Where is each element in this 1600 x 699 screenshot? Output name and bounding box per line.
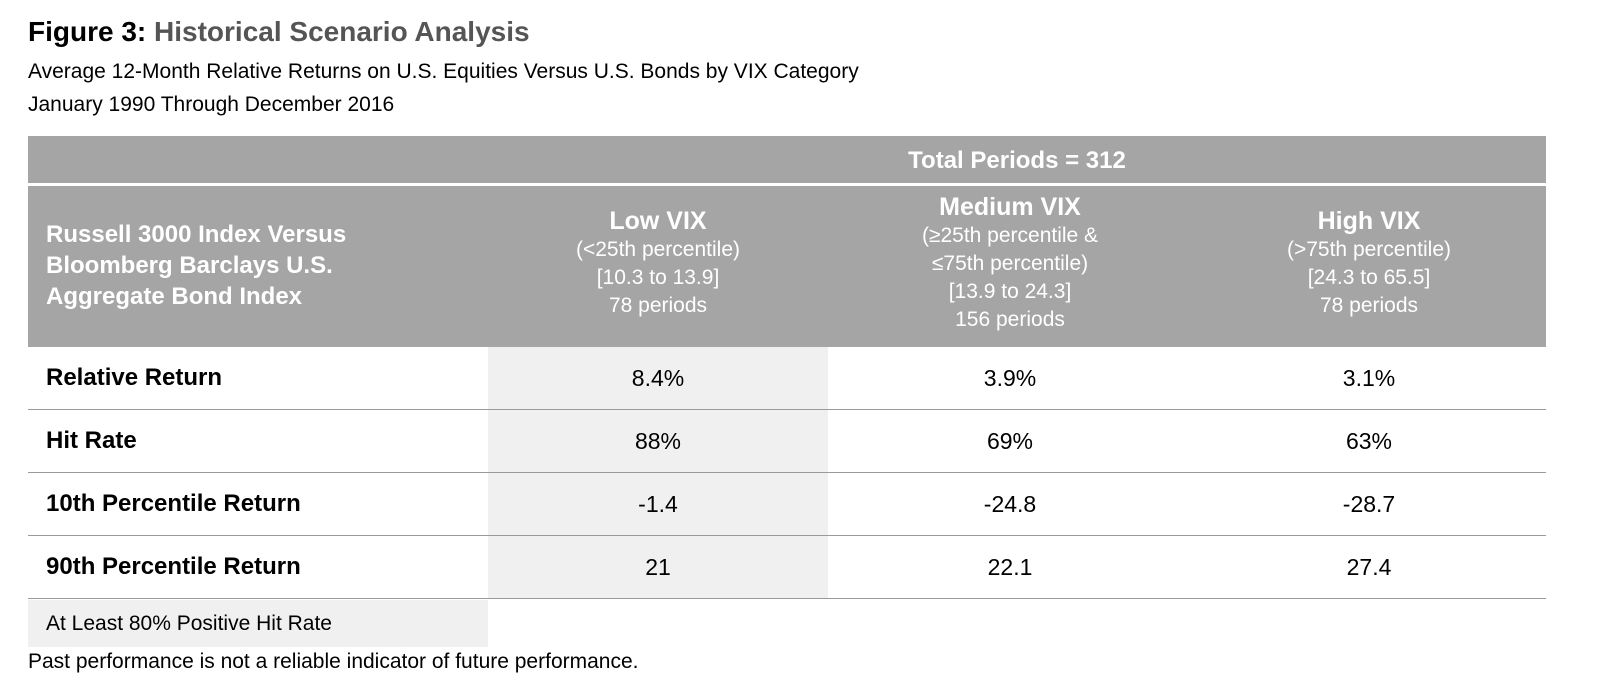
cell-medium-vix: 3.9%	[983, 365, 1037, 391]
cell-high-vix: 3.1%	[1342, 365, 1396, 391]
column-title: Low VIX	[609, 207, 707, 235]
cell-low-vix: 8.4%	[631, 365, 685, 391]
category-header-row: Russell 3000 Index Versus Bloomberg Barc…	[28, 186, 1546, 347]
cell-low-vix: 88%	[634, 428, 682, 454]
total-periods-header: Total Periods = 312	[28, 136, 1546, 183]
figure-subtitle: Average 12-Month Relative Returns on U.S…	[28, 60, 859, 83]
column-detail: 156 periods	[955, 308, 1065, 331]
cell-medium-vix: 69%	[986, 428, 1034, 454]
row-label: Hit Rate	[46, 427, 137, 454]
figure-title: Figure 3: Historical Scenario Analysis	[28, 16, 530, 48]
column-detail: ≤75th percentile)	[931, 252, 1089, 275]
column-header-high-vix: High VIX (>75th percentile) [24.3 to 65.…	[1192, 206, 1546, 320]
row-header-line: Bloomberg Barclays U.S.	[46, 252, 333, 279]
cell-high-vix: 63%	[1345, 428, 1393, 454]
table-row-hit-rate: Hit Rate 88% 69% 63%	[28, 410, 1546, 473]
cell-medium-vix: 22.1	[987, 554, 1033, 580]
column-detail: (≥25th percentile &	[921, 224, 1099, 247]
column-header-medium-vix: Medium VIX (≥25th percentile & ≤75th per…	[828, 192, 1192, 334]
highlight-cell	[488, 347, 828, 409]
row-header-line: Aggregate Bond Index	[46, 283, 303, 310]
cell-low-vix: 21	[645, 554, 671, 580]
column-detail: (>75th percentile)	[1286, 238, 1451, 261]
table-row-10th-percentile: 10th Percentile Return -1.4 -24.8 -28.7	[28, 473, 1546, 536]
header-divider	[28, 183, 1546, 186]
footnote: Past performance is not a reliable indic…	[28, 650, 639, 673]
table-row-relative-return: Relative Return 8.4% 3.9% 3.1%	[28, 347, 1546, 410]
highlight-cell	[488, 410, 828, 472]
highlight-cell	[488, 536, 828, 598]
cell-low-vix: -1.4	[638, 491, 678, 517]
column-title: High VIX	[1317, 207, 1421, 235]
column-detail: [10.3 to 13.9]	[596, 266, 720, 289]
column-title: Medium VIX	[939, 193, 1081, 221]
legend-label: At Least 80% Positive Hit Rate	[46, 612, 332, 635]
column-detail: [13.9 to 24.3]	[948, 280, 1072, 303]
figure-date-range: January 1990 Through December 2016	[28, 93, 395, 116]
row-label: 90th Percentile Return	[46, 553, 301, 580]
highlight-cell	[488, 473, 828, 535]
legend-swatch: At Least 80% Positive Hit Rate	[28, 600, 488, 647]
total-periods-label: Total Periods = 312	[908, 147, 1126, 174]
figure-label: Figure 3:	[28, 16, 147, 47]
column-detail: [24.3 to 65.5]	[1307, 266, 1431, 289]
column-detail: (<25th percentile)	[575, 238, 740, 261]
column-detail: 78 periods	[1319, 294, 1419, 317]
cell-medium-vix: -24.8	[983, 491, 1037, 517]
column-header-low-vix: Low VIX (<25th percentile) [10.3 to 13.9…	[488, 206, 828, 320]
figure-name: Historical Scenario Analysis	[154, 16, 530, 47]
row-label: Relative Return	[46, 364, 223, 391]
table-row-90th-percentile: 90th Percentile Return 21 22.1 27.4	[28, 536, 1546, 599]
cell-high-vix: -28.7	[1342, 491, 1396, 517]
row-header-label: Russell 3000 Index Versus Bloomberg Barc…	[46, 219, 476, 312]
column-detail: 78 periods	[608, 294, 708, 317]
row-label: 10th Percentile Return	[46, 490, 301, 517]
row-header-line: Russell 3000 Index Versus	[46, 221, 347, 248]
cell-high-vix: 27.4	[1346, 554, 1392, 580]
